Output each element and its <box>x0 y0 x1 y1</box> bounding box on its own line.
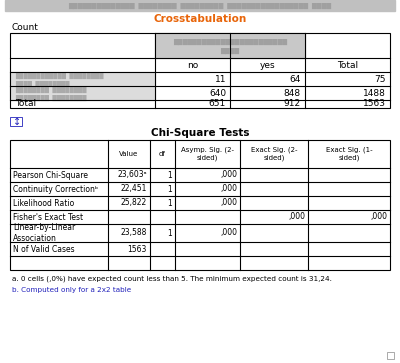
Text: Exact Sig. (2-
sided): Exact Sig. (2- sided) <box>251 147 297 161</box>
Text: N of Valid Cases: N of Valid Cases <box>13 245 75 253</box>
Text: 1488: 1488 <box>363 89 386 98</box>
Text: Crosstabulation: Crosstabulation <box>153 14 247 24</box>
Text: ,000: ,000 <box>220 199 237 208</box>
Text: ████████████  ████████: ████████████ ████████ <box>15 73 104 79</box>
Text: ████████  ████████: ████████ ████████ <box>15 87 86 93</box>
Text: ,000: ,000 <box>220 171 237 179</box>
Text: Continuity Correctionᵇ: Continuity Correctionᵇ <box>13 184 98 193</box>
Text: 11: 11 <box>214 74 226 83</box>
Text: 23,588: 23,588 <box>121 228 147 237</box>
Text: Likelihood Ratio: Likelihood Ratio <box>13 199 74 208</box>
Bar <box>10 117 22 126</box>
Bar <box>387 352 394 359</box>
Text: 1: 1 <box>167 171 172 179</box>
Text: Count: Count <box>12 24 39 33</box>
Text: 651: 651 <box>209 99 226 109</box>
Bar <box>10 86 155 100</box>
Text: ,000: ,000 <box>220 228 237 237</box>
Text: ████  ████████: ████ ████████ <box>15 81 70 87</box>
Text: 1563: 1563 <box>128 245 147 253</box>
Text: 22,451: 22,451 <box>121 184 147 193</box>
Text: 640: 640 <box>209 89 226 98</box>
Text: 848: 848 <box>284 89 301 98</box>
Text: a. 0 cells (,0%) have expected count less than 5. The minimum expected count is : a. 0 cells (,0%) have expected count les… <box>12 276 332 282</box>
Bar <box>10 72 155 86</box>
Text: ↕: ↕ <box>13 117 21 127</box>
Text: 1: 1 <box>167 199 172 208</box>
Text: b. Computed only for a 2x2 table: b. Computed only for a 2x2 table <box>12 287 131 293</box>
Text: Exact Sig. (1-
sided): Exact Sig. (1- sided) <box>326 147 372 161</box>
Text: Total: Total <box>15 99 36 109</box>
Text: ,000: ,000 <box>370 212 387 221</box>
Text: 1: 1 <box>167 228 172 237</box>
Text: df: df <box>159 151 166 157</box>
Text: 912: 912 <box>284 99 301 109</box>
Text: 64: 64 <box>290 74 301 83</box>
Text: 25,822: 25,822 <box>121 199 147 208</box>
Text: 1: 1 <box>167 184 172 193</box>
Text: Value: Value <box>119 151 139 157</box>
Bar <box>10 33 390 108</box>
Text: 23,603ᵃ: 23,603ᵃ <box>117 171 147 179</box>
Text: no: no <box>187 61 198 69</box>
Text: Pearson Chi-Square: Pearson Chi-Square <box>13 171 88 179</box>
Text: 75: 75 <box>374 74 386 83</box>
Text: ████: ████ <box>220 48 240 54</box>
Text: ,000: ,000 <box>220 184 237 193</box>
Text: ████████████████████████: ████████████████████████ <box>173 38 287 45</box>
Text: ██████████████  ████████  █████████  █████████████████  ████: ██████████████ ████████ █████████ ██████… <box>68 3 332 9</box>
Text: Fisher's Exact Test: Fisher's Exact Test <box>13 212 83 221</box>
Text: Asymp. Sig. (2-
sided): Asymp. Sig. (2- sided) <box>181 147 234 161</box>
Bar <box>5 0 395 11</box>
Text: yes: yes <box>260 61 275 69</box>
Text: Total: Total <box>337 61 358 69</box>
Bar <box>155 33 305 58</box>
Text: ,000: ,000 <box>288 212 305 221</box>
Bar <box>10 140 390 270</box>
Text: Chi-Square Tests: Chi-Square Tests <box>151 128 249 138</box>
Text: Linear-by-Linear
Association: Linear-by-Linear Association <box>13 223 75 243</box>
Text: 1563: 1563 <box>363 99 386 109</box>
Text: ████████  ████████: ████████ ████████ <box>15 95 86 101</box>
